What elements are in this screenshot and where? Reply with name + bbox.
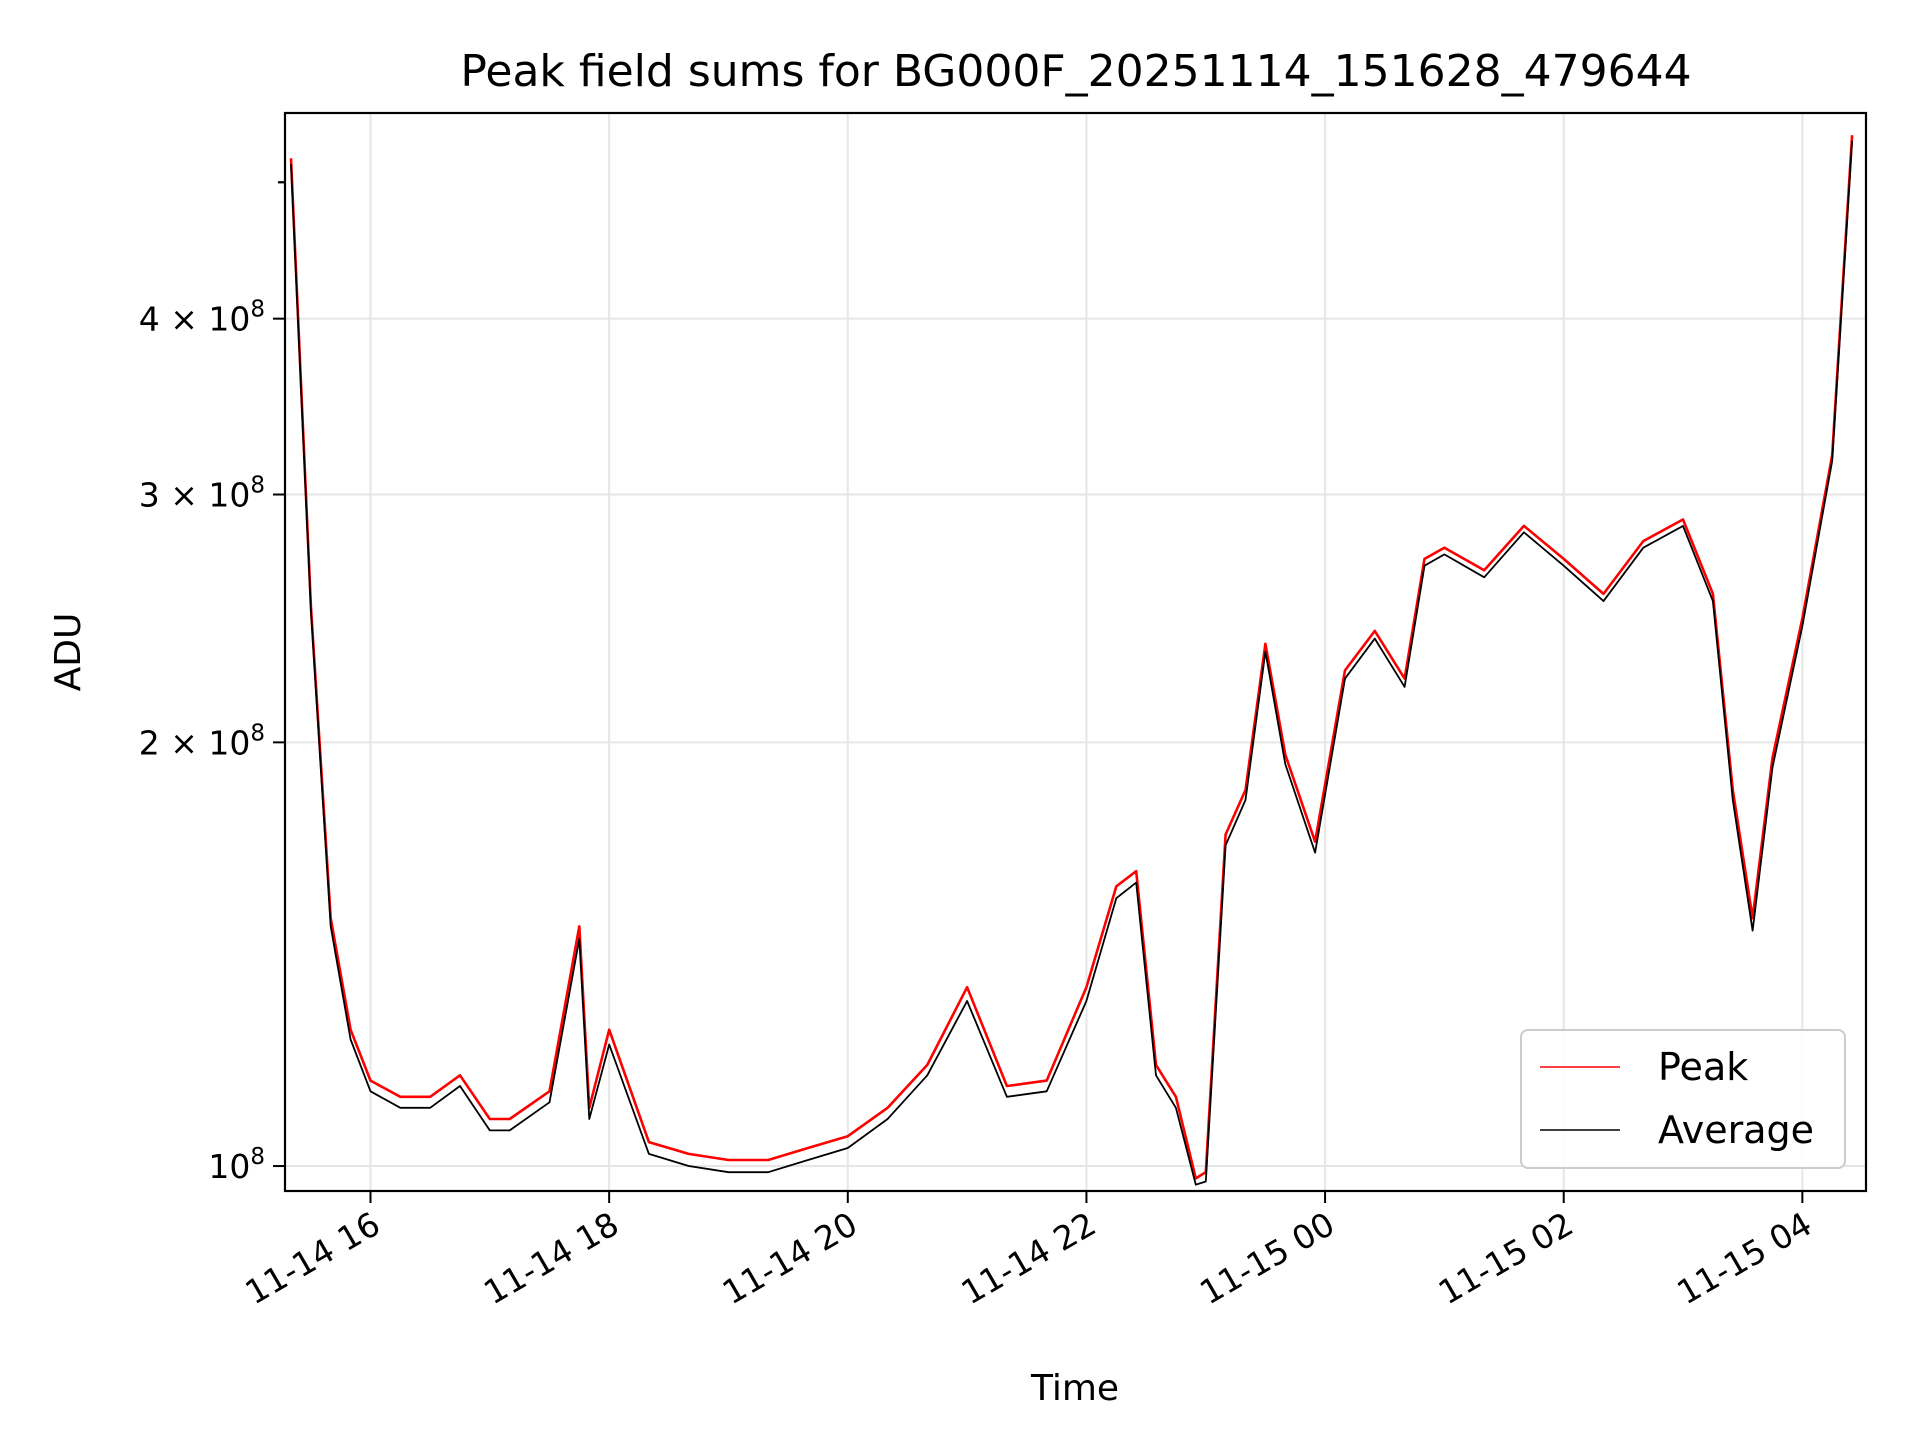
y-axis-label: ADU — [48, 613, 89, 692]
series-line-peak — [289, 135, 1854, 1180]
x-axis-label: Time — [1030, 1368, 1119, 1409]
grid-layer — [285, 113, 1866, 1191]
series-layer — [289, 135, 1854, 1186]
y-tick-label-1: 2 × 108 — [139, 720, 265, 762]
chart-title: Peak field sums for BG000F_20251114_1516… — [460, 46, 1691, 97]
plot-frame — [283, 111, 1868, 1193]
legend: Peak Average — [1520, 1029, 1846, 1169]
y-tick-label-3: 4 × 108 — [139, 297, 265, 339]
y-tick-label-2: 3 × 108 — [139, 473, 265, 515]
series-line-average — [290, 140, 1853, 1186]
legend-frame — [1520, 1029, 1846, 1169]
legend-label-peak: Peak — [1658, 1045, 1748, 1089]
legend-label-average: Average — [1658, 1108, 1814, 1152]
y-tick-label-0: 108 — [208, 1144, 265, 1186]
